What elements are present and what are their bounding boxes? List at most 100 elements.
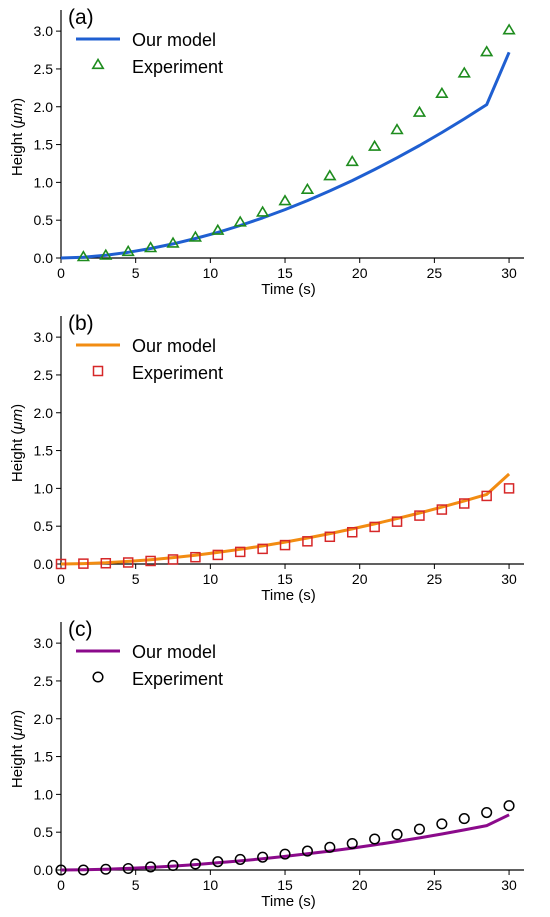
y-tick-label: 1.5 (34, 443, 54, 459)
x-tick-label: 20 (352, 877, 368, 893)
y-tick-label: 2.5 (34, 673, 54, 689)
experiment-point (212, 856, 224, 868)
experiment-point (145, 555, 156, 567)
experiment-point (99, 248, 113, 260)
x-tick-label: 20 (352, 265, 368, 281)
experiment-point (55, 864, 67, 876)
legend-label: Experiment (132, 363, 223, 383)
x-axis-label: Time (s) (261, 281, 315, 298)
experiment-point (166, 236, 180, 248)
experiment-point (481, 806, 493, 819)
y-axis-label: Height (μm) (9, 98, 26, 176)
panel-label: (a) (68, 6, 94, 29)
legend-label: Our model (132, 336, 216, 356)
x-tick-label: 30 (501, 877, 517, 893)
experiment-point (345, 154, 359, 167)
legend-label: Experiment (132, 669, 223, 689)
x-tick-label: 5 (132, 571, 140, 587)
experiment-point (503, 800, 515, 812)
panel-label: (b) (68, 312, 94, 335)
experiment-point (278, 194, 292, 206)
experiment-point (233, 215, 247, 227)
experiment-point (257, 851, 269, 863)
panel-a: 0 5 10 15 20 25 30 0.0 0.5 1.0 1.5 2.0 2.5 3.0 Time (s… (9, 6, 524, 298)
x-tick-label: 5 (132, 877, 140, 893)
legend-label: Our model (132, 642, 216, 662)
model-line (60, 51, 511, 260)
y-tick-label: 2.5 (34, 61, 54, 77)
y-tick-label: 2.5 (34, 367, 54, 383)
experiment-point (481, 490, 492, 502)
y-tick-label: 0.5 (34, 824, 54, 840)
experiment-point (255, 205, 270, 217)
x-tick-label: 20 (352, 571, 368, 587)
experiment-point (479, 45, 494, 57)
y-axis-label: Height (μm) (9, 404, 26, 482)
experiment-point (413, 823, 426, 835)
panel-label: (c) (68, 618, 93, 641)
experiment-point (301, 845, 313, 857)
panel-c: 0 5 10 15 20 25 30 0.0 0.5 1.0 1.5 2.0 2.5 3.0 Time (s… (9, 618, 524, 910)
y-tick-label: 0.0 (34, 556, 54, 572)
y-tick-label: 0.5 (34, 212, 54, 228)
x-tick-label: 30 (501, 571, 517, 587)
experiment-point (211, 223, 225, 235)
x-tick-label: 10 (203, 265, 219, 281)
experiment-point (435, 86, 449, 98)
experiment-point (391, 516, 403, 527)
y-tick-label: 1.0 (34, 786, 54, 802)
experiment-point (369, 833, 381, 845)
legend-label: Experiment (132, 57, 223, 77)
x-tick-label: 0 (57, 265, 65, 281)
experiment-point (145, 861, 157, 873)
x-axis-label: Time (s) (261, 893, 315, 910)
experiment-point (391, 828, 403, 841)
experiment-point (234, 546, 246, 558)
x-tick-label: 10 (203, 877, 219, 893)
experiment-point (457, 66, 471, 78)
y-tick-label: 2.0 (34, 711, 54, 727)
y-tick-label: 3.0 (34, 635, 54, 651)
model-line (60, 472, 511, 566)
y-tick-label: 1.0 (34, 174, 54, 190)
model-line (60, 813, 510, 872)
experiment-point (324, 531, 336, 543)
experiment-point (390, 123, 404, 135)
experiment-point (324, 841, 336, 853)
experiment-point (323, 169, 337, 181)
experiment-point (436, 818, 448, 830)
panel-b: 0 5 10 15 20 25 30 0.0 0.5 1.0 1.5 2.0 2.5 3.0 Time (s… (9, 312, 524, 604)
legend-marker-swatch (92, 365, 104, 377)
x-axis-label: Time (s) (261, 587, 315, 604)
y-tick-label: 2.0 (34, 99, 54, 115)
x-tick-label: 0 (57, 877, 65, 893)
experiment-point (188, 230, 203, 242)
legend-marker-swatch (92, 671, 104, 683)
y-tick-label: 0.0 (34, 862, 54, 878)
y-tick-label: 1.5 (34, 749, 54, 765)
x-tick-label: 25 (427, 265, 443, 281)
experiment-point (212, 549, 224, 561)
experiment-point (122, 862, 134, 875)
experiment-point (77, 864, 89, 876)
experiment-point (143, 241, 158, 253)
legend-label: Our model (132, 30, 216, 50)
x-tick-label: 0 (57, 571, 65, 587)
experiment-point (76, 250, 91, 262)
experiment-point (346, 837, 358, 850)
experiment-point (346, 526, 358, 538)
experiment-point (122, 557, 134, 568)
experiment-point (55, 558, 67, 570)
legend-marker-swatch (91, 57, 105, 70)
experiment-point (279, 848, 291, 860)
experiment-point (121, 244, 135, 257)
experiment-point (502, 23, 516, 35)
experiment-point (234, 853, 246, 865)
experiment-point (100, 557, 112, 569)
experiment-point (302, 536, 313, 547)
experiment-point (369, 521, 380, 533)
y-tick-label: 1.0 (34, 480, 54, 496)
experiment-point (190, 551, 201, 563)
y-axis-label: Height (μm) (9, 710, 26, 788)
